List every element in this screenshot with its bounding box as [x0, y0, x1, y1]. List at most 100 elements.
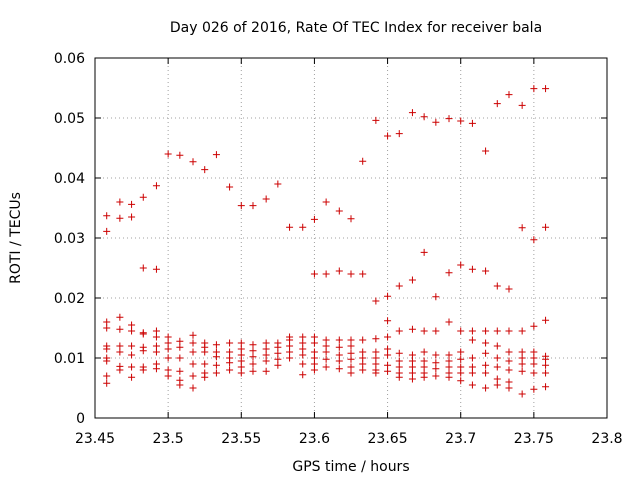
data-point	[445, 357, 453, 365]
data-point	[299, 223, 307, 231]
data-point	[164, 339, 172, 347]
data-point	[201, 166, 209, 174]
data-point	[482, 147, 490, 155]
y-axis-title: ROTI / TECUs	[8, 192, 24, 284]
data-point	[482, 369, 490, 377]
data-point	[286, 223, 294, 231]
data-point	[468, 336, 476, 344]
x-tick-label: 23.55	[221, 431, 261, 447]
data-point	[310, 333, 318, 341]
data-point	[384, 361, 392, 369]
data-point	[432, 327, 440, 335]
data-point	[237, 363, 245, 371]
data-point	[274, 349, 282, 357]
data-point	[384, 333, 392, 341]
data-point	[432, 372, 440, 380]
data-point	[164, 150, 172, 158]
data-point	[493, 375, 501, 383]
data-point	[128, 213, 136, 221]
data-point	[176, 337, 184, 345]
data-point	[139, 347, 147, 355]
data-point	[249, 367, 257, 375]
data-point	[372, 297, 380, 305]
data-point	[176, 367, 184, 375]
data-point	[505, 91, 513, 99]
data-point	[372, 360, 380, 368]
data-point	[249, 341, 257, 349]
data-point	[347, 215, 355, 223]
data-point	[237, 345, 245, 353]
data-point	[226, 366, 234, 374]
data-point	[359, 354, 367, 362]
data-point	[372, 369, 380, 377]
data-point	[408, 357, 416, 365]
data-point	[116, 348, 124, 356]
data-point	[262, 339, 270, 347]
data-point	[249, 202, 257, 210]
y-tick-label: 0	[76, 411, 85, 427]
data-point	[530, 369, 538, 377]
data-point	[322, 198, 330, 206]
data-point	[189, 348, 197, 356]
data-point	[347, 342, 355, 350]
data-point	[518, 360, 526, 368]
data-point	[542, 369, 550, 377]
data-point	[359, 270, 367, 278]
y-tick-label: 0.03	[54, 231, 85, 247]
data-point	[384, 317, 392, 325]
data-point	[482, 384, 490, 392]
data-point	[322, 363, 330, 371]
data-point	[542, 223, 550, 231]
data-point	[103, 318, 111, 326]
data-point	[164, 354, 172, 362]
data-point	[212, 341, 220, 349]
data-point	[493, 342, 501, 350]
data-point	[310, 348, 318, 356]
y-tick-label: 0.02	[54, 291, 85, 307]
data-point	[457, 355, 465, 363]
data-point	[505, 285, 513, 293]
data-point	[212, 151, 220, 159]
data-point	[335, 365, 343, 373]
data-point	[299, 333, 307, 341]
data-point	[408, 109, 416, 117]
data-point	[310, 339, 318, 347]
data-point	[274, 180, 282, 188]
data-point	[322, 270, 330, 278]
data-point	[322, 355, 330, 363]
data-point	[226, 183, 234, 191]
data-point	[482, 339, 490, 347]
data-point	[335, 343, 343, 351]
data-point	[262, 367, 270, 375]
data-point	[262, 351, 270, 359]
x-tick-label: 23.8	[591, 431, 622, 447]
data-point	[518, 327, 526, 335]
data-point	[299, 345, 307, 353]
data-point	[189, 158, 197, 166]
data-point	[103, 227, 111, 235]
data-point	[103, 212, 111, 220]
data-point	[468, 369, 476, 377]
data-point	[347, 369, 355, 377]
data-point	[116, 325, 124, 333]
data-point	[372, 335, 380, 343]
data-point	[128, 373, 136, 381]
data-point	[128, 342, 136, 350]
data-point	[164, 333, 172, 341]
data-point	[237, 351, 245, 359]
data-point	[359, 348, 367, 356]
data-point	[310, 360, 318, 368]
data-point	[103, 357, 111, 365]
data-point	[359, 157, 367, 165]
data-point	[152, 342, 160, 350]
data-point	[152, 265, 160, 273]
data-point	[128, 327, 136, 335]
data-point	[310, 270, 318, 278]
data-point	[530, 354, 538, 362]
data-point	[445, 115, 453, 123]
data-point	[372, 348, 380, 356]
y-tick-label: 0.01	[54, 351, 85, 367]
data-point	[530, 236, 538, 244]
data-point	[128, 321, 136, 329]
